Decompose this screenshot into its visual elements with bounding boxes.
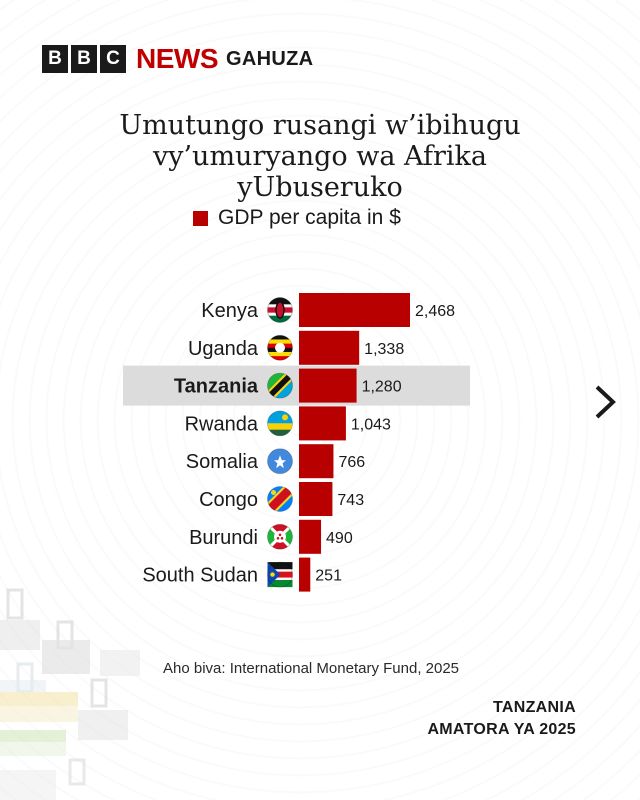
burundi-flag-icon — [267, 524, 293, 550]
kenya-flag-icon — [267, 297, 293, 323]
bar — [299, 330, 360, 365]
rwanda-flag-icon — [267, 410, 293, 436]
somalia-flag-icon — [267, 448, 293, 474]
category-label: Congo — [199, 489, 258, 511]
category-label: Uganda — [188, 338, 259, 360]
chevron-right-icon[interactable] — [588, 382, 620, 422]
bar — [299, 368, 357, 403]
category-label: Somalia — [186, 451, 259, 473]
value-label: 2,468 — [415, 303, 455, 320]
value-label: 1,338 — [364, 341, 404, 358]
bbc-news-gahuza-logo: B B C NEWS GAHUZA — [42, 43, 314, 74]
flag-outline — [267, 410, 293, 437]
flag-outline — [267, 486, 293, 512]
news-wordmark: NEWS — [136, 43, 219, 74]
bar — [299, 519, 322, 554]
source-note: Aho biva: International Monetary Fund, 2… — [163, 660, 460, 677]
bbc-logo-box: B — [71, 45, 97, 73]
ballot-box-decoration-icon — [0, 588, 140, 800]
category-label: Rwanda — [185, 413, 259, 435]
bar — [299, 444, 334, 479]
election-tag: TANZANIA AMATORA YA 2025 — [427, 697, 576, 741]
south-sudan-flag-icon — [267, 562, 293, 588]
uganda-flag-icon — [267, 335, 293, 361]
footer-line-election: AMATORA YA 2025 — [427, 721, 576, 738]
bbc-logo-box: B — [42, 45, 68, 73]
category-label: South Sudan — [142, 565, 258, 587]
bbc-logo-box: C — [100, 45, 126, 73]
flag-outline — [267, 523, 293, 550]
bar — [299, 406, 346, 441]
category-label: Tanzania — [174, 376, 259, 398]
bar — [299, 557, 311, 592]
value-label: 766 — [338, 454, 365, 471]
value-label: 1,280 — [362, 379, 402, 396]
tanzania-flag-icon — [267, 373, 293, 399]
value-label: 743 — [337, 492, 364, 509]
legend-label: GDP per capita in $ — [218, 206, 401, 229]
chart-title-line-3: yUbuseruko — [237, 172, 403, 203]
category-label: Burundi — [189, 527, 258, 549]
highlight-band — [123, 365, 470, 406]
category-label: Kenya — [201, 300, 259, 322]
flag-outline — [267, 334, 293, 361]
value-label: 1,043 — [351, 416, 391, 433]
congo-flag-icon — [267, 486, 293, 512]
bar — [299, 293, 410, 327]
bar — [299, 482, 333, 516]
value-label: 251 — [315, 568, 342, 585]
service-name: GAHUZA — [226, 47, 314, 70]
flag-outline — [267, 448, 293, 475]
legend-swatch — [193, 210, 208, 226]
chart-title-line-1: Umutungo rusangi w’ibihugu — [119, 110, 521, 141]
flag-outline — [267, 297, 293, 323]
chart-title-line-2: vy’umuryango wa Afrika — [152, 141, 488, 172]
footer-line-country: TANZANIA — [493, 699, 576, 716]
value-label: 490 — [326, 530, 353, 547]
flag-outline — [267, 561, 293, 588]
chart-legend: GDP per capita in $ — [193, 205, 401, 231]
flag-outline — [267, 372, 293, 399]
